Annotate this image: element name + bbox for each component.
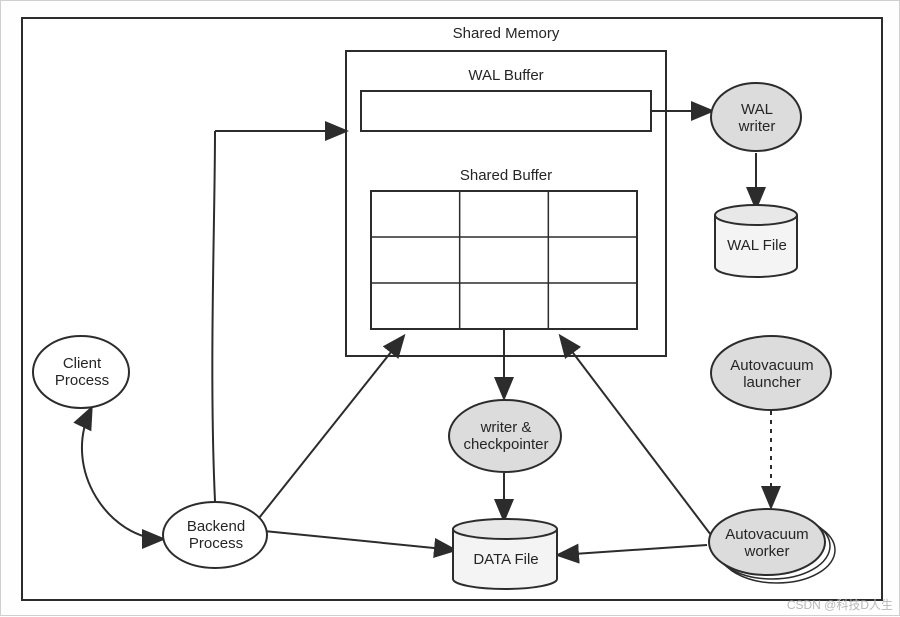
backend-process-label: BackendProcess [175, 518, 257, 552]
shared-memory-title: Shared Memory [441, 25, 571, 42]
data-file-label: DATA File [461, 551, 551, 568]
writer-checkpointer-label: writer &checkpointer [453, 419, 559, 453]
autovacuum-launcher-label: Autovacuumlauncher [717, 357, 827, 391]
wal-buffer-title: WAL Buffer [461, 67, 551, 84]
shared-buffer-title: Shared Buffer [451, 167, 561, 184]
wal-file-label: WAL File [719, 237, 795, 254]
client-process-label: ClientProcess [47, 355, 117, 389]
autovacuum-worker-label: Autovacuumworker [717, 526, 817, 560]
diagram-svg [1, 1, 900, 617]
watermark: CSDN @科技D人生 [787, 596, 893, 613]
wal-writer-label: WALwriter [721, 101, 793, 135]
